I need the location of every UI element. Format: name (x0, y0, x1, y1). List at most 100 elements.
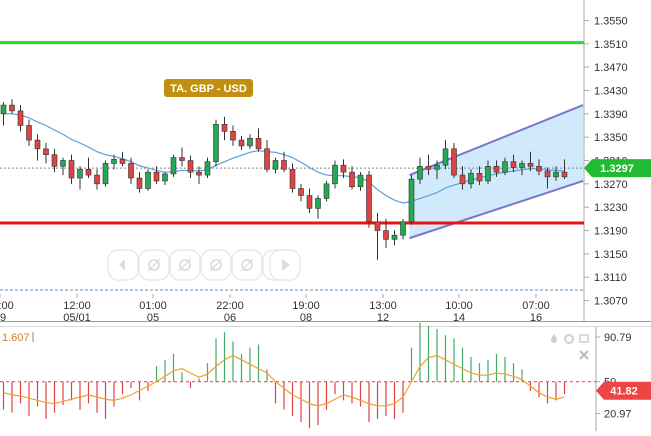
candle[interactable] (519, 160, 525, 176)
channel-upper-line[interactable] (409, 104, 584, 177)
candle-body-up (400, 221, 406, 236)
oscillator-tick-label: 20.97 (604, 409, 632, 421)
channel-lower-line[interactable] (409, 179, 584, 240)
candle[interactable] (111, 154, 117, 170)
candle[interactable] (136, 172, 143, 193)
candle[interactable] (213, 119, 219, 167)
candle[interactable] (306, 188, 313, 214)
candle[interactable] (374, 213, 381, 260)
candle-body-up (323, 183, 330, 199)
candle[interactable] (145, 169, 151, 191)
candle-body-up (519, 163, 525, 168)
candle[interactable] (366, 171, 372, 228)
current-price-value: 1.3297 (600, 163, 634, 175)
candle[interactable] (179, 147, 185, 167)
candle[interactable] (349, 166, 355, 190)
candle[interactable] (0, 102, 7, 126)
settings-icon[interactable] (564, 334, 574, 344)
chevron-right-icon[interactable] (269, 249, 301, 281)
candle[interactable] (476, 166, 483, 186)
candle[interactable] (238, 135, 245, 150)
candle[interactable] (417, 157, 423, 184)
candle[interactable] (230, 125, 236, 146)
candle[interactable] (162, 172, 168, 186)
candle[interactable] (315, 195, 321, 219)
candle-body-down (221, 124, 228, 132)
candle[interactable] (153, 166, 160, 184)
oscillator-controls[interactable] (551, 334, 589, 360)
candle[interactable] (60, 157, 66, 176)
candle[interactable] (34, 134, 41, 161)
candle[interactable] (272, 157, 279, 174)
drop-icon[interactable] (551, 334, 557, 343)
candle[interactable] (493, 160, 500, 177)
candle[interactable] (102, 160, 109, 187)
channel-icon[interactable] (200, 249, 232, 281)
candle[interactable] (204, 157, 211, 179)
candle[interactable] (281, 151, 287, 173)
fibonacci-icon[interactable] (231, 249, 263, 281)
candle[interactable] (9, 99, 15, 114)
candle[interactable] (561, 159, 568, 180)
candle[interactable] (264, 140, 270, 173)
candle[interactable] (442, 140, 449, 170)
candle[interactable] (17, 105, 24, 132)
candle[interactable] (26, 119, 32, 146)
draw-line-icon[interactable] (169, 249, 201, 281)
candle[interactable] (527, 151, 534, 172)
candle[interactable] (400, 218, 406, 240)
candle[interactable] (221, 116, 228, 141)
candle[interactable] (187, 155, 194, 179)
candle[interactable] (51, 148, 58, 173)
candle[interactable] (247, 134, 253, 149)
close-icon[interactable] (579, 350, 589, 360)
candle[interactable] (391, 230, 398, 246)
candle[interactable] (77, 166, 83, 190)
candle-body-up (0, 104, 7, 115)
oscillator-panel[interactable] (0, 322, 596, 429)
date-tick-label: 12 (377, 312, 389, 324)
candle[interactable] (468, 169, 474, 189)
horizontal-levels[interactable] (0, 41, 584, 225)
expand-icon[interactable] (579, 334, 589, 343)
candle[interactable] (544, 167, 551, 189)
candle-body-down (366, 174, 372, 223)
candle-body-up (162, 173, 168, 182)
candle[interactable] (357, 172, 364, 191)
candle[interactable] (128, 157, 134, 184)
crosshair-icon[interactable] (138, 249, 170, 281)
candles[interactable] (0, 99, 568, 260)
candle[interactable] (119, 151, 126, 167)
candle[interactable] (170, 154, 177, 177)
candle-body-down (298, 188, 304, 196)
candle[interactable] (68, 154, 75, 184)
candle[interactable] (434, 160, 440, 180)
candle[interactable] (332, 160, 338, 189)
candle[interactable] (323, 180, 330, 202)
date-tick-label: 16 (530, 312, 542, 324)
candle[interactable] (196, 166, 202, 184)
instrument-badge[interactable]: TA. GBP - USD (164, 79, 253, 97)
candle[interactable] (383, 218, 389, 249)
candle[interactable] (85, 157, 92, 179)
chevron-left-icon[interactable] (107, 249, 139, 281)
time-tick-label: 10:00 (445, 300, 473, 312)
candle[interactable] (289, 163, 296, 193)
candle[interactable] (459, 166, 466, 190)
candle[interactable] (94, 169, 100, 190)
candle[interactable] (408, 175, 415, 225)
candle[interactable] (43, 142, 49, 164)
candle[interactable] (485, 160, 491, 184)
candle[interactable] (553, 166, 559, 181)
candle[interactable] (502, 157, 508, 176)
candle[interactable] (510, 154, 517, 173)
candle[interactable] (536, 159, 542, 176)
candle[interactable] (425, 154, 432, 176)
candle[interactable] (298, 183, 304, 202)
candle[interactable] (255, 128, 262, 152)
drawing-toolbar[interactable] (107, 249, 301, 281)
candle[interactable] (451, 142, 457, 179)
candle[interactable] (340, 159, 347, 179)
